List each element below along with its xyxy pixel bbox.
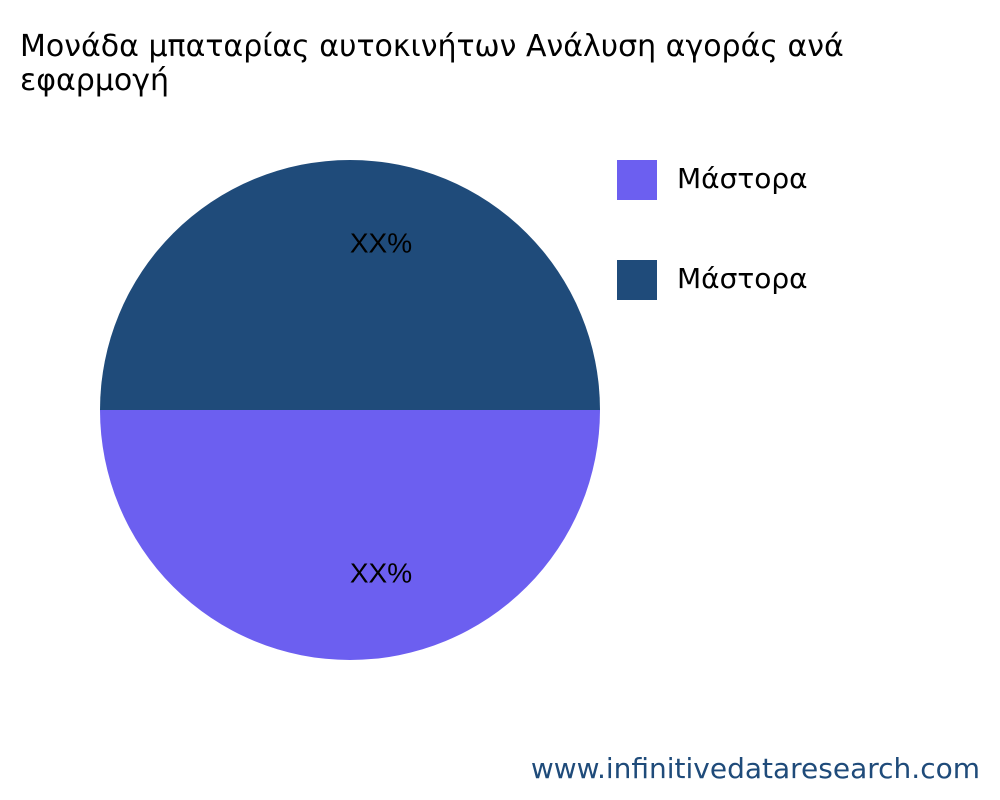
- slice-label: XX%: [350, 557, 412, 588]
- pie-slice: [100, 160, 600, 410]
- pie-slice: [100, 410, 600, 660]
- legend-swatch: [617, 260, 657, 300]
- chart-title: Μονάδα μπαταρίας αυτοκινήτων Ανάλυση αγο…: [20, 29, 844, 98]
- slice-label: XX%: [350, 227, 412, 258]
- legend-text: Μάστορα: [677, 262, 808, 295]
- legend-swatch: [617, 160, 657, 200]
- watermark: www.infinitivedataresearch.com: [531, 752, 980, 785]
- legend-text: Μάστορα: [677, 162, 808, 195]
